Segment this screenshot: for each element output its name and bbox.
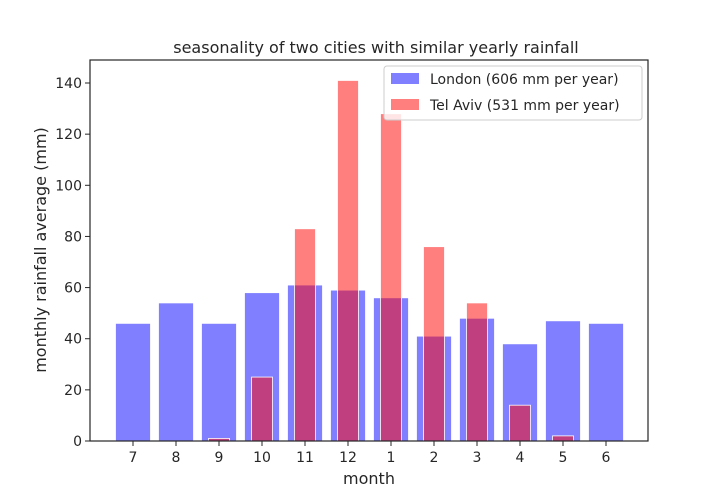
y-tick-label: 60: [64, 281, 82, 297]
x-tick-label: 11: [296, 450, 314, 466]
london-bar-month-9: [201, 322, 237, 442]
x-tick-label: 10: [253, 450, 271, 466]
y-tick-label: 0: [73, 434, 82, 450]
x-tick-label: 1: [387, 450, 396, 466]
y-tick-label: 140: [55, 76, 82, 92]
y-tick-label: 80: [64, 229, 82, 245]
x-tick-label: 2: [430, 450, 439, 466]
london-bar-month-8: [158, 302, 194, 442]
y-tick-label: 100: [55, 178, 82, 194]
legend-label-london: London (606 mm per year): [430, 72, 619, 88]
tel-aviv-bar-month-11: [294, 228, 316, 442]
london-bar-month-5: [545, 320, 581, 442]
x-tick-label: 8: [172, 450, 181, 466]
y-tick-label: 20: [64, 383, 82, 399]
legend-swatch-london: [391, 73, 419, 84]
london-bar-month-7: [115, 322, 151, 442]
x-tick-label: 9: [215, 450, 224, 466]
tel-aviv-bar-month-1: [380, 113, 402, 442]
chart-title: seasonality of two cities with similar y…: [173, 38, 579, 57]
legend-frame: [383, 65, 643, 121]
tel-aviv-bar-month-2: [423, 246, 445, 442]
tel-aviv-bar-month-12: [337, 80, 359, 442]
plot-frame: [89, 59, 649, 442]
x-tick-label: 5: [559, 450, 568, 466]
x-tick-label: 3: [473, 450, 482, 466]
y-tick-label: 120: [55, 127, 82, 143]
london-bar-month-6: [588, 322, 624, 442]
x-tick-label: 6: [602, 450, 611, 466]
x-tick-label: 7: [129, 450, 138, 466]
tel-aviv-bar-month-5: [552, 435, 574, 442]
tel-aviv-bar-month-4: [509, 404, 531, 442]
legend: London (606 mm per year) Tel Aviv (531 m…: [383, 65, 643, 121]
y-tick-label: 40: [64, 332, 82, 348]
y-axis-title: monthly rainfall average (mm): [31, 127, 50, 373]
legend-swatch-tel-aviv: [391, 99, 419, 110]
x-tick-label: 4: [516, 450, 525, 466]
x-axis-ticks: 7 8 9 10 11 12 1 2 3 4 5 6: [129, 441, 611, 466]
legend-label-tel-aviv: Tel Aviv (531 mm per year): [429, 98, 620, 114]
tel-aviv-bar-month-10: [251, 376, 273, 442]
x-axis-title: month: [343, 469, 395, 488]
x-tick-label: 12: [339, 450, 357, 466]
tel-aviv-bar-month-3: [466, 302, 488, 442]
y-axis-ticks: 0 20 40 60 80 100 120 140: [55, 76, 90, 450]
